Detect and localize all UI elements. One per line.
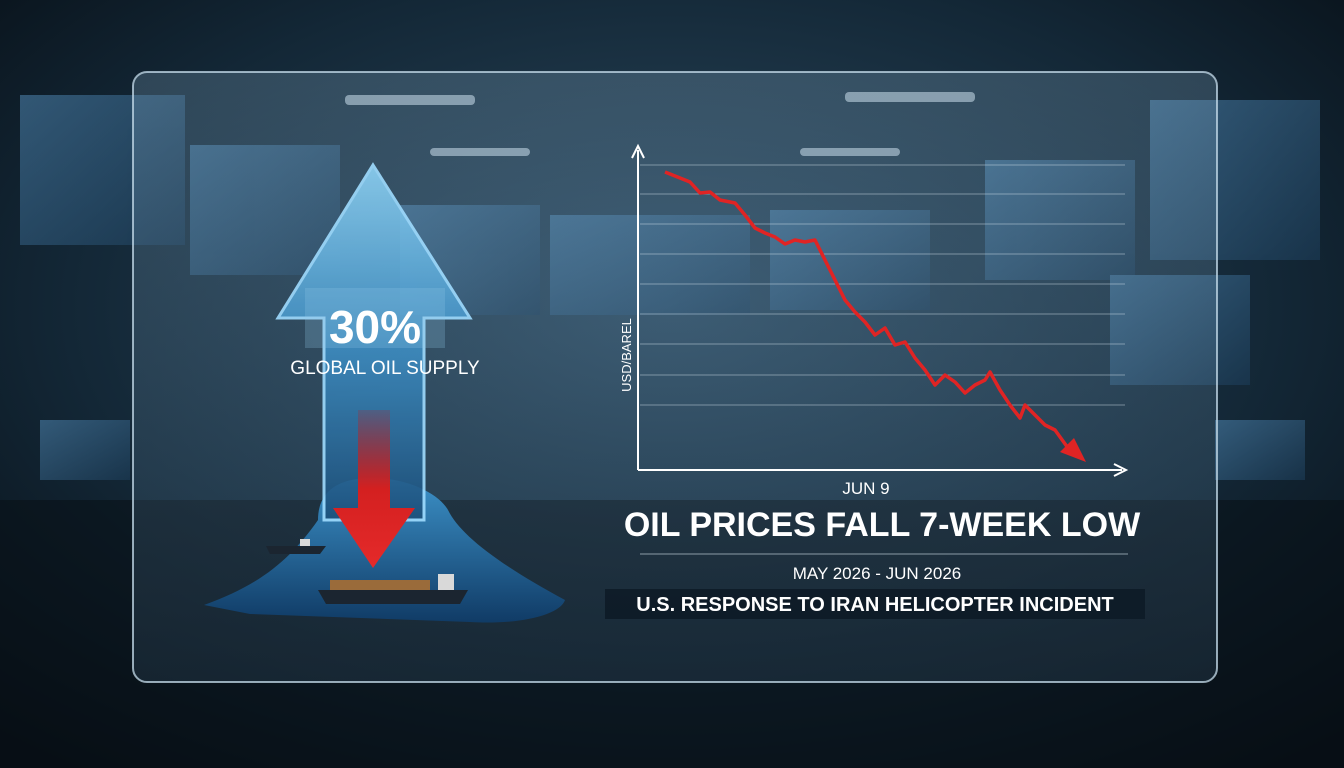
ship-hull <box>266 546 326 554</box>
y-axis <box>631 143 645 470</box>
price-arrowhead <box>1060 438 1086 462</box>
subheadline: U.S. RESPONSE TO IRAN HELICOPTER INCIDEN… <box>636 594 1113 616</box>
stat-value: 30% <box>329 301 421 353</box>
stat-label: GLOBAL OIL SUPPLY <box>290 358 480 379</box>
x-axis-label: JUN 9 <box>842 479 889 498</box>
date-range: MAY 2026 - JUN 2026 <box>793 564 962 583</box>
price-line <box>664 170 1070 450</box>
ship-deck <box>330 580 430 590</box>
ship-hull <box>318 590 468 604</box>
stat-backdrop <box>305 288 445 348</box>
down-arrow <box>333 410 415 568</box>
tanker-ship <box>318 574 468 604</box>
screen <box>1215 420 1305 480</box>
ship-bridge <box>300 539 310 546</box>
subheadline-backdrop <box>605 589 1145 619</box>
ship-bridge <box>438 574 454 590</box>
grid <box>640 164 1125 406</box>
small-ship <box>266 539 326 554</box>
screen <box>40 420 130 480</box>
headline: OIL PRICES FALL 7-WEEK LOW <box>624 506 1141 544</box>
y-axis-label: USD/BAREL <box>619 318 634 392</box>
x-axis <box>638 463 1129 477</box>
